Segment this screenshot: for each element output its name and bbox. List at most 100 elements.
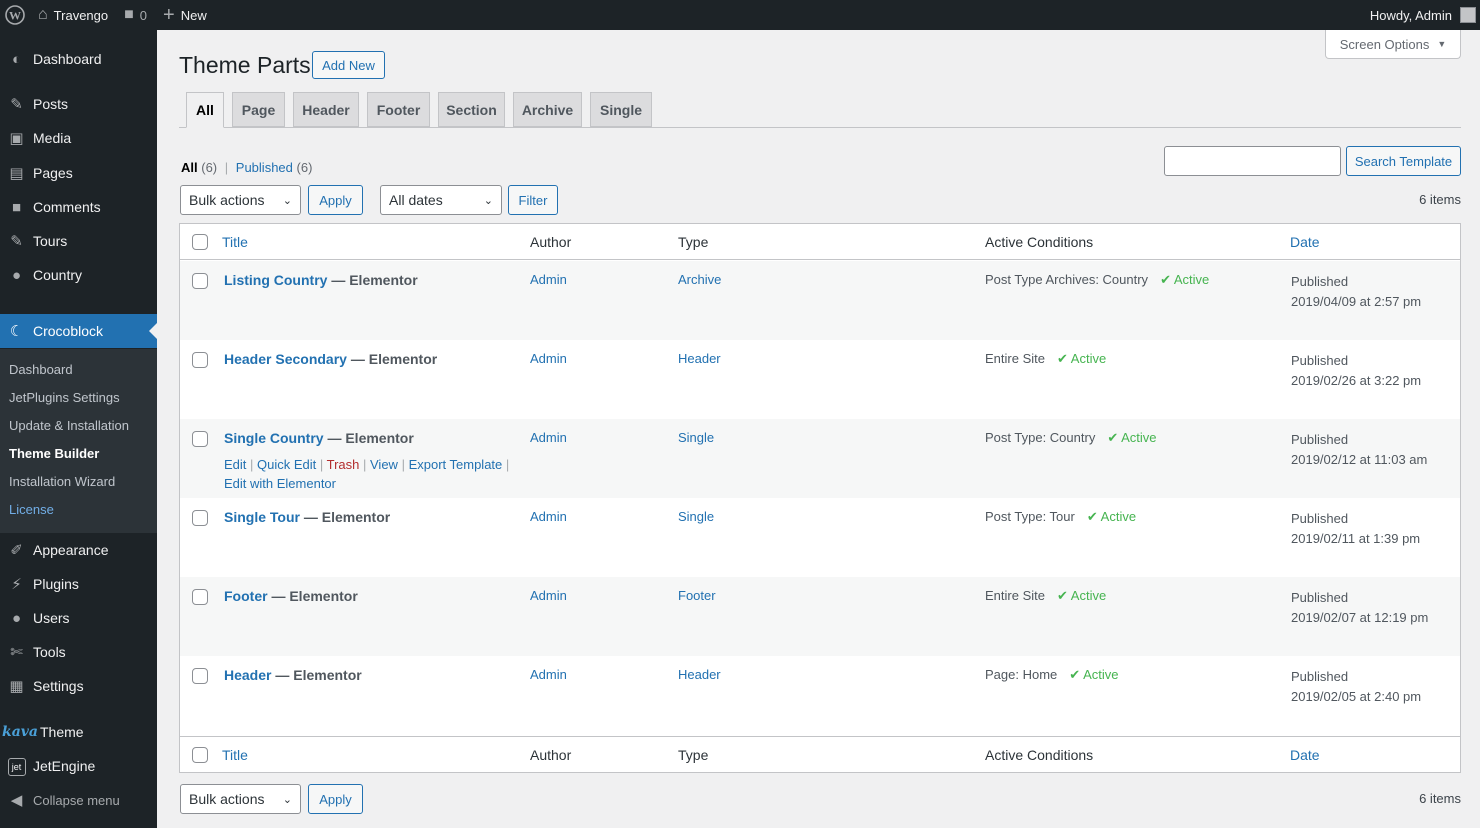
view-all[interactable]: All xyxy=(181,160,198,175)
tab-single[interactable]: Single xyxy=(590,92,652,127)
sidebar-item-pages[interactable]: ▤ Pages xyxy=(0,156,157,190)
tab-header[interactable]: Header xyxy=(293,92,359,127)
brush-icon: ✐ xyxy=(10,542,23,559)
row-type-link[interactable]: Single xyxy=(678,509,715,524)
row-author-link[interactable]: Admin xyxy=(530,272,567,287)
apply-button-bottom[interactable]: Apply xyxy=(308,784,363,814)
row-title-link[interactable]: Single Tour xyxy=(224,509,300,525)
sidebar-item-media[interactable]: ▣ Media xyxy=(0,121,157,155)
row-checkbox[interactable] xyxy=(192,352,208,368)
add-new-button[interactable]: Add New xyxy=(312,51,385,79)
view-link[interactable]: View xyxy=(370,457,398,472)
submenu-dashboard[interactable]: Dashboard xyxy=(9,362,73,377)
submenu-jetplugins-settings[interactable]: JetPlugins Settings xyxy=(9,390,120,405)
row-date-value: 2019/02/11 at 1:39 pm xyxy=(1291,531,1421,546)
apply-button-top[interactable]: Apply xyxy=(308,185,363,215)
row-checkbox[interactable] xyxy=(192,273,208,289)
search-input[interactable] xyxy=(1164,146,1341,176)
row-author-link[interactable]: Admin xyxy=(530,351,567,366)
sidebar-item-appearance[interactable]: ✐ Appearance xyxy=(0,533,157,567)
row-date: Published 2019/02/26 at 3:22 pm xyxy=(1291,351,1421,391)
check-icon: ✔ xyxy=(1160,272,1171,287)
row-checkbox[interactable] xyxy=(192,668,208,684)
submenu-theme-builder[interactable]: Theme Builder xyxy=(9,446,100,461)
tab-all[interactable]: All xyxy=(186,92,224,128)
sidebar-item-jetengine[interactable]: jet JetEngine xyxy=(0,749,157,783)
trash-link[interactable]: Trash xyxy=(326,457,360,472)
bulk-actions-select-bottom[interactable]: Bulk actions ⌄ xyxy=(180,784,301,814)
table-row: Single Tour — Elementor Admin Single Pos… xyxy=(180,498,1460,577)
view-published[interactable]: Published xyxy=(235,160,293,175)
quick-edit-link[interactable]: Quick Edit xyxy=(257,457,317,472)
sidebar-item-label: Tours xyxy=(33,233,68,249)
comments-link[interactable]: ■ 0 xyxy=(116,0,155,30)
sidebar-item-plugins[interactable]: ⚡ Plugins xyxy=(0,567,157,601)
bulk-actions-select[interactable]: Bulk actions ⌄ xyxy=(180,185,301,215)
edit-with-elementor-link[interactable]: Edit with Elementor xyxy=(224,476,336,491)
tab-page[interactable]: Page xyxy=(232,92,285,127)
sidebar-item-dashboard[interactable]: ◐ Dashboard xyxy=(0,42,157,76)
tab-archive[interactable]: Archive xyxy=(513,92,582,127)
select-all-checkbox[interactable] xyxy=(192,234,208,250)
row-type-link[interactable]: Header xyxy=(678,667,721,682)
active-badge: Active xyxy=(1070,588,1107,603)
sidebar-item-users[interactable]: ● Users xyxy=(0,601,157,635)
new-content-link[interactable]: + New xyxy=(155,0,215,30)
jetengine-icon: jet xyxy=(0,757,33,776)
filter-button[interactable]: Filter xyxy=(508,185,558,215)
edit-link[interactable]: Edit xyxy=(224,457,247,472)
sidebar-item-tools[interactable]: ✄ Tools xyxy=(0,635,157,669)
site-name-link[interactable]: ⌂ Travengo xyxy=(30,0,116,30)
row-type-link[interactable]: Header xyxy=(678,351,721,366)
row-author-link[interactable]: Admin xyxy=(530,667,567,682)
search-template-button[interactable]: Search Template xyxy=(1346,146,1461,176)
submenu-license[interactable]: License xyxy=(9,502,54,517)
tab-section[interactable]: Section xyxy=(438,92,505,127)
row-checkbox[interactable] xyxy=(192,431,208,447)
column-date[interactable]: Date xyxy=(1290,234,1320,250)
view-all-count: (6) xyxy=(201,160,218,175)
sidebar-item-kava-theme[interactable]: kava Theme xyxy=(0,715,157,749)
items-count-bottom: 6 items xyxy=(1419,791,1461,806)
sidebar-item-settings[interactable]: ▦ Settings xyxy=(0,669,157,703)
row-type-link[interactable]: Archive xyxy=(678,272,722,287)
sidebar-item-comments[interactable]: ■ Comments xyxy=(0,190,157,224)
row-author-link[interactable]: Admin xyxy=(530,588,567,603)
column-active-conditions: Active Conditions xyxy=(985,234,1094,250)
crocoblock-submenu: Dashboard JetPlugins Settings Update & I… xyxy=(0,349,157,533)
row-title: Listing Country — Elementor xyxy=(224,272,418,288)
row-title-link[interactable]: Listing Country xyxy=(224,272,328,288)
account-menu[interactable]: Howdy, Admin xyxy=(1362,0,1480,30)
row-author-link[interactable]: Admin xyxy=(530,430,567,445)
row-title-link[interactable]: Single Country xyxy=(224,430,324,446)
row-checkbox[interactable] xyxy=(192,589,208,605)
column-title[interactable]: Title xyxy=(222,234,248,250)
row-author-link[interactable]: Admin xyxy=(530,509,567,524)
row-status: Published xyxy=(1291,274,1349,289)
submenu-installation-wizard[interactable]: Installation Wizard xyxy=(9,474,116,489)
submenu-update-installation[interactable]: Update & Installation xyxy=(9,418,129,433)
row-title-link[interactable]: Header xyxy=(224,667,272,683)
condition-text: Post Type Archives: Country xyxy=(985,272,1149,287)
column-author: Author xyxy=(530,234,572,250)
row-type-link[interactable]: Footer xyxy=(678,588,716,603)
wordpress-logo-icon[interactable]: W xyxy=(0,0,30,30)
dates-select[interactable]: All dates ⌄ xyxy=(380,185,502,215)
row-type-link[interactable]: Single xyxy=(678,430,715,445)
tab-footer[interactable]: Footer xyxy=(367,92,430,127)
sidebar-collapse-menu[interactable]: ◀ Collapse menu xyxy=(0,783,157,817)
row-status: Published xyxy=(1291,432,1349,447)
column-date-footer[interactable]: Date xyxy=(1290,747,1320,763)
sidebar-item-tours[interactable]: ✎ Tours xyxy=(0,224,157,258)
sidebar-item-posts[interactable]: ✎ Posts xyxy=(0,87,157,121)
row-title-link[interactable]: Footer xyxy=(224,588,268,604)
row-title-link[interactable]: Header Secondary xyxy=(224,351,347,367)
export-template-link[interactable]: Export Template xyxy=(408,457,503,472)
sidebar-item-country[interactable]: ● Country xyxy=(0,258,157,292)
column-title-footer[interactable]: Title xyxy=(222,747,248,763)
page-title: Theme Parts xyxy=(179,52,311,78)
sidebar-item-crocoblock[interactable]: ☾ Crocoblock xyxy=(0,314,157,348)
row-checkbox[interactable] xyxy=(192,510,208,526)
select-all-checkbox-footer[interactable] xyxy=(192,747,208,763)
screen-options-button[interactable]: Screen Options ▼ xyxy=(1325,30,1461,59)
